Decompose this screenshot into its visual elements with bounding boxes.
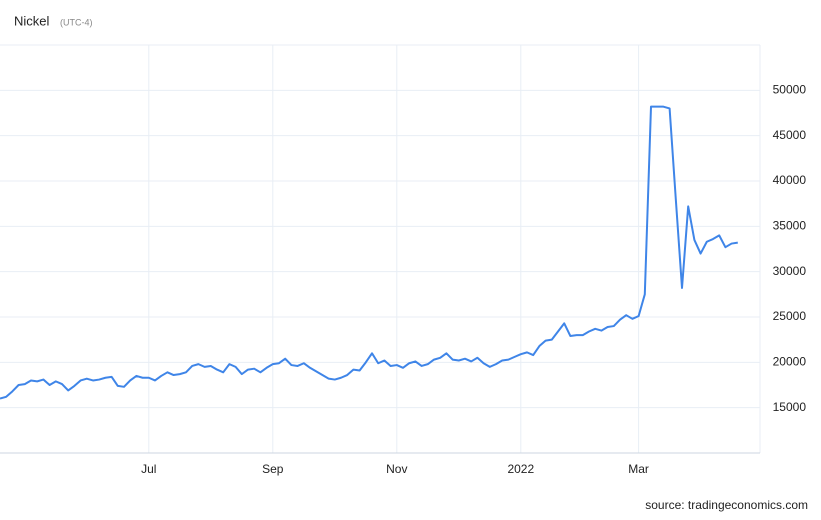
y-tick-label: 40000 [773,173,807,187]
y-tick-label: 15000 [773,400,807,414]
chart-subtitle: (UTC-4) [60,17,93,27]
x-tick-label: Mar [628,462,649,476]
x-tick-label: Jul [141,462,156,476]
y-tick-label: 20000 [773,355,807,369]
x-tick-label: 2022 [507,462,534,476]
y-tick-label: 50000 [773,83,807,97]
line-series [0,105,738,400]
chart-title: Nickel [14,13,50,28]
y-tick-label: 35000 [773,219,807,233]
x-tick-label: Sep [262,462,284,476]
y-tick-label: 25000 [773,309,807,323]
y-tick-label: 45000 [773,128,807,142]
source: source: tradingeconomics.com [645,498,808,512]
y-tick-label: 30000 [773,264,807,278]
x-tick-label: Nov [386,462,407,476]
